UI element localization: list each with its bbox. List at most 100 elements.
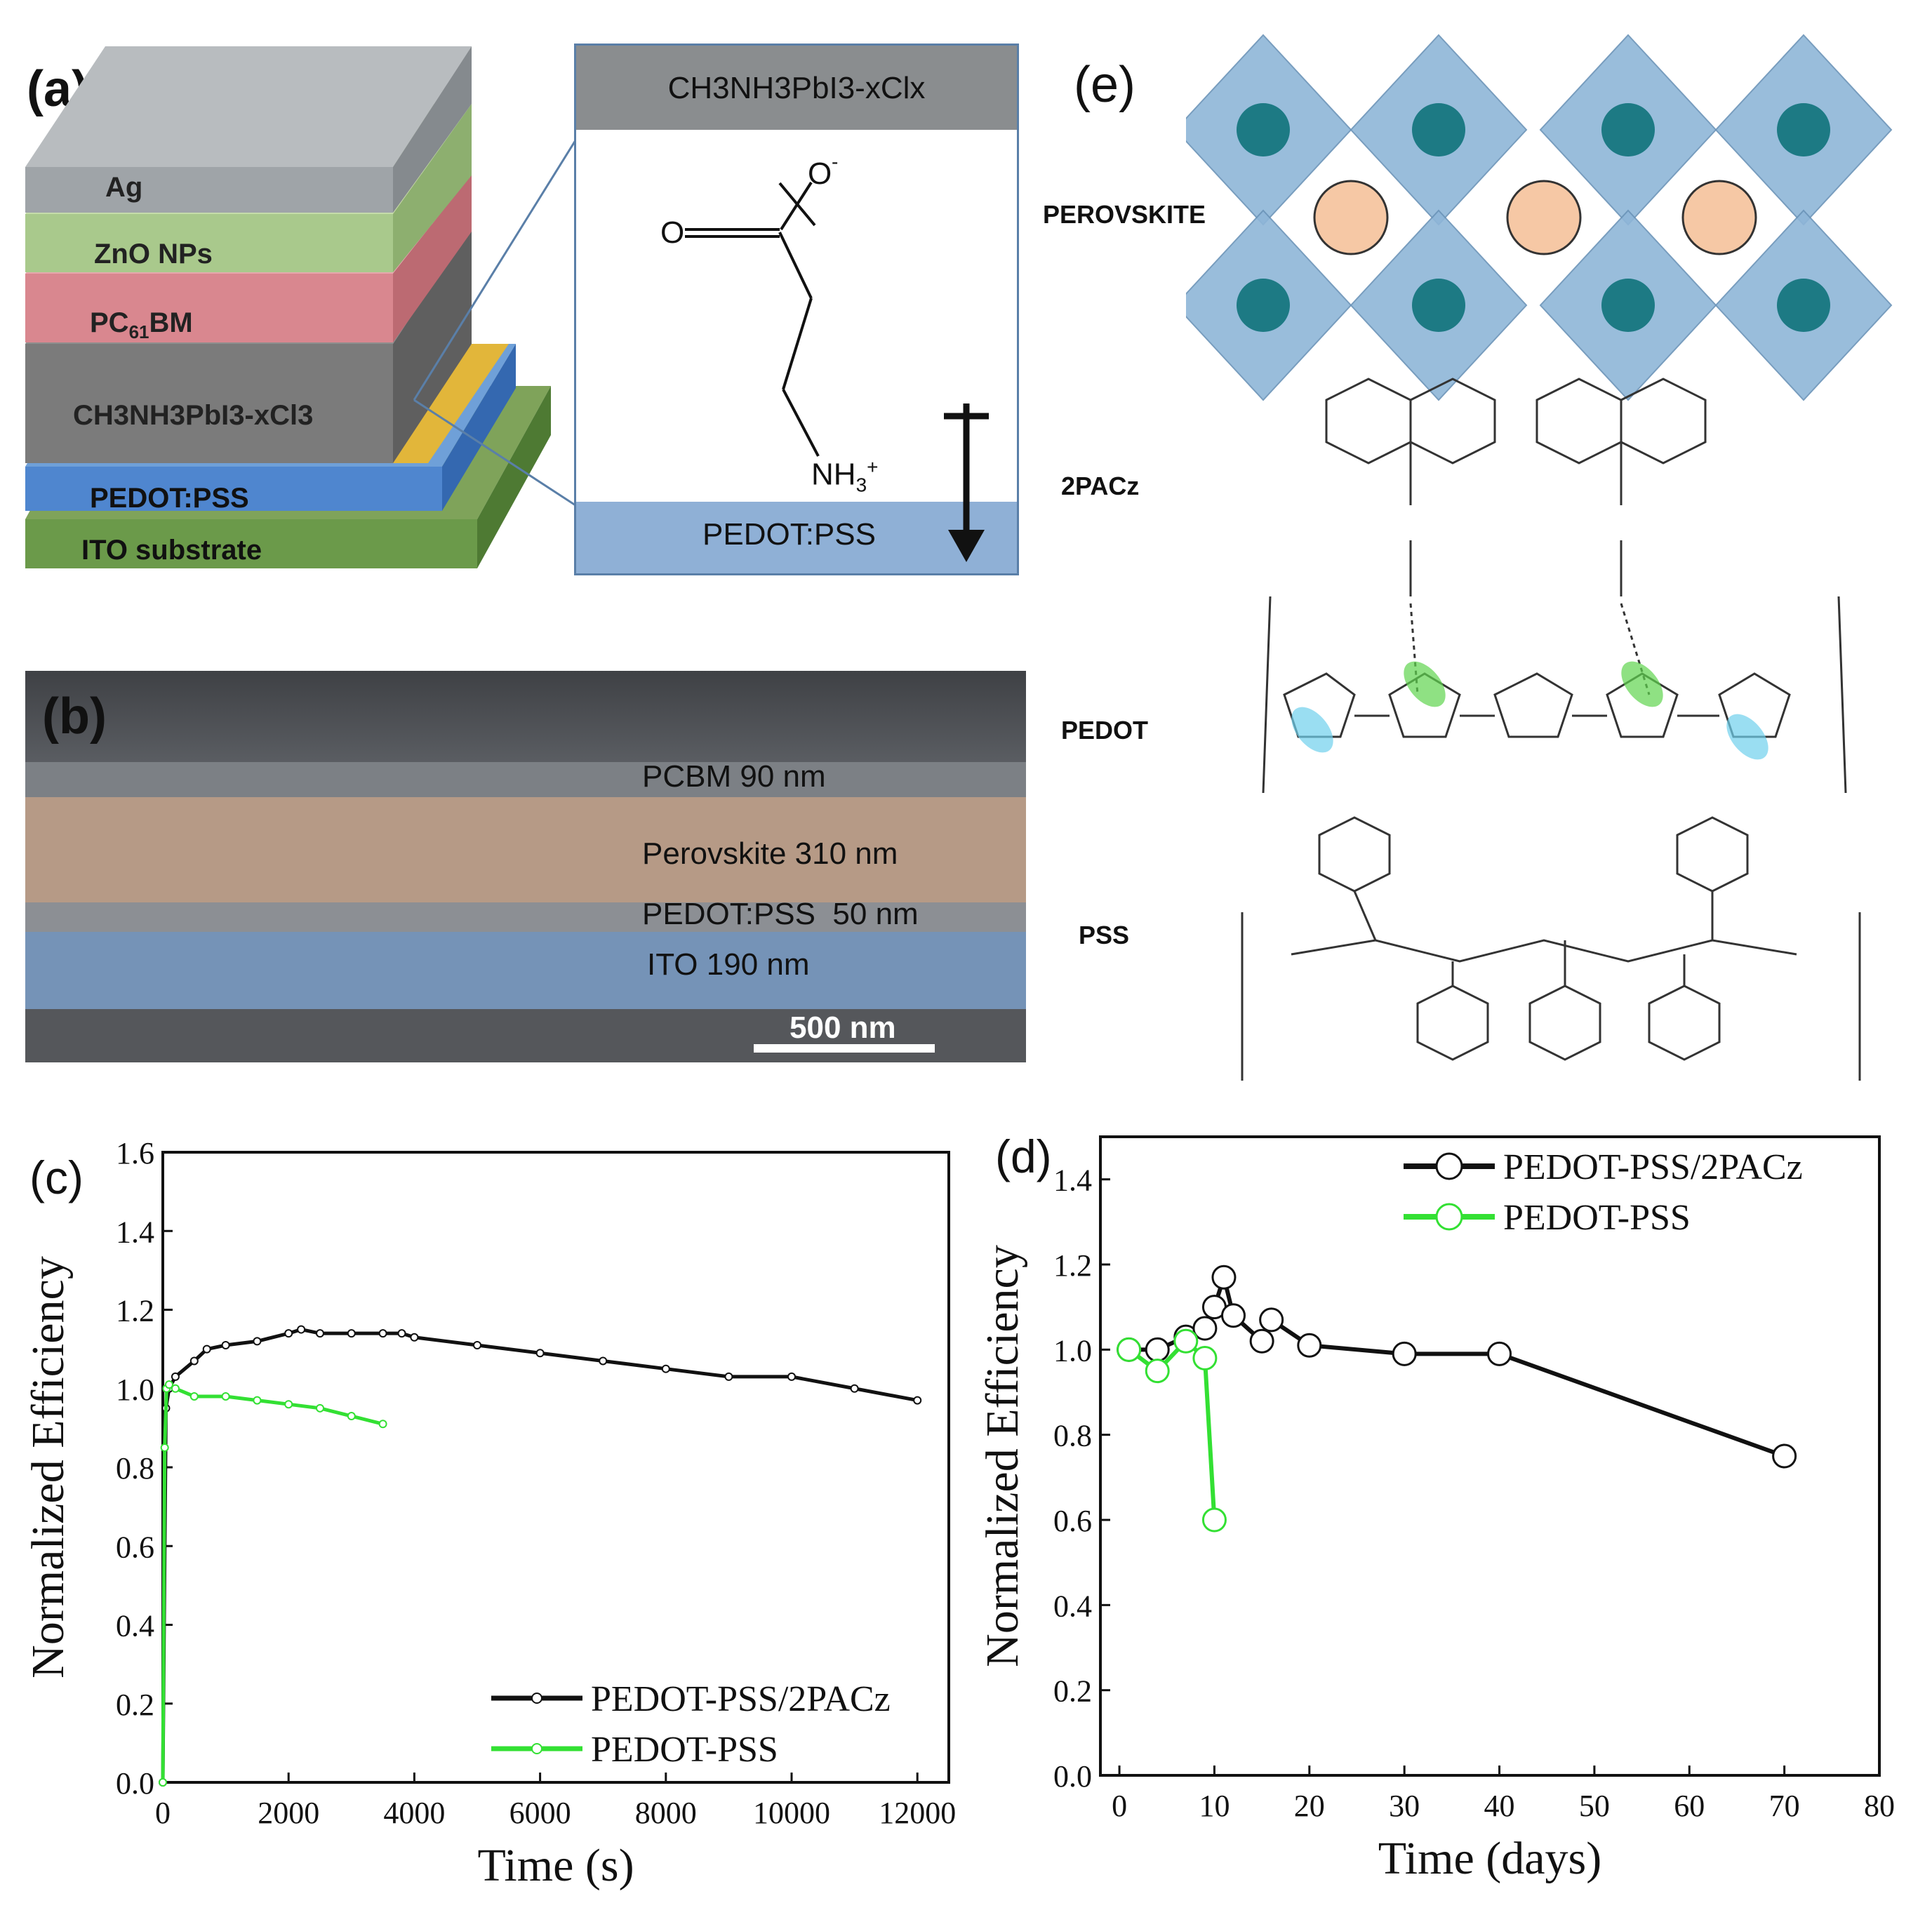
pedot-chain bbox=[1262, 596, 1847, 794]
y-tick-label: 0.8 bbox=[116, 1451, 154, 1486]
pcbm-tail: BM bbox=[149, 307, 193, 338]
x-tick-label: 70 bbox=[1769, 1789, 1800, 1823]
x-tick-label: 6000 bbox=[509, 1796, 571, 1830]
legend-label: PEDOT-PSS bbox=[591, 1730, 778, 1770]
pss-chain bbox=[1241, 816, 1861, 1081]
x-tick-label: 10 bbox=[1199, 1789, 1230, 1823]
lead-atom bbox=[1601, 279, 1655, 332]
data-point bbox=[316, 1329, 324, 1338]
mol-nh3: NH3+ bbox=[811, 456, 879, 496]
sem-pedot-layer bbox=[25, 902, 1026, 932]
data-point bbox=[1221, 1303, 1246, 1328]
data-point bbox=[221, 1392, 230, 1401]
data-point bbox=[599, 1356, 608, 1366]
layer-label-zno: ZnO NPs bbox=[94, 239, 213, 269]
y-tick-label: 0.0 bbox=[116, 1766, 154, 1801]
sem-scale-label: 500 nm bbox=[790, 1010, 896, 1045]
layer-label-pedot: PEDOT:PSS bbox=[90, 483, 249, 514]
data-point bbox=[160, 1443, 169, 1452]
sem-label-pedot: PEDOT:PSS 50 nm bbox=[642, 897, 919, 931]
inset-top-band bbox=[576, 46, 1017, 130]
plot-frame bbox=[1099, 1135, 1881, 1777]
interaction-ellipse-green bbox=[1621, 661, 1663, 707]
data-point bbox=[1772, 1443, 1797, 1469]
data-point bbox=[1117, 1337, 1142, 1362]
sem-label-perovskite: Perovskite 310 nm bbox=[642, 836, 898, 871]
y-tick-label: 1.2 bbox=[1053, 1248, 1092, 1283]
x-tick-label: 8000 bbox=[635, 1796, 697, 1830]
mol-o-minus-sign: - bbox=[832, 151, 839, 173]
y-tick-label: 1.4 bbox=[116, 1215, 154, 1249]
x-tick-label: 80 bbox=[1864, 1789, 1895, 1823]
mol-o: O bbox=[660, 215, 685, 250]
mol-nh-sup: + bbox=[867, 456, 879, 478]
cation-sphere bbox=[1681, 180, 1757, 255]
data-point bbox=[1487, 1341, 1512, 1366]
legend-marker bbox=[531, 1743, 542, 1754]
data-point bbox=[397, 1329, 406, 1338]
data-point bbox=[1259, 1307, 1284, 1333]
sem-substrate bbox=[25, 1009, 1026, 1062]
y-tick-label: 0.2 bbox=[116, 1688, 154, 1722]
data-point bbox=[347, 1412, 356, 1421]
y-tick-label: 1.0 bbox=[116, 1373, 154, 1407]
lead-atom bbox=[1777, 103, 1830, 156]
layer-label-pcbm: PC61BM bbox=[90, 307, 193, 343]
data-point bbox=[171, 1372, 180, 1381]
chemical-structure-diagram bbox=[1186, 34, 1893, 1081]
pcbm-sub: 61 bbox=[128, 321, 149, 342]
data-point bbox=[253, 1396, 262, 1405]
y-tick-label: 1.6 bbox=[116, 1136, 154, 1170]
connector-line bbox=[413, 399, 575, 507]
sem-label-pcbm: PCBM 90 nm bbox=[642, 759, 826, 794]
data-point bbox=[1145, 1359, 1170, 1384]
inset-top-label: CH3NH3PbI3-xClx bbox=[667, 71, 926, 105]
sem-top-dark bbox=[25, 671, 1026, 762]
2pacz-molecules bbox=[1325, 378, 1707, 695]
lead-atom bbox=[1777, 279, 1830, 332]
series-line-1 bbox=[161, 1382, 384, 1783]
layer-ag bbox=[25, 46, 472, 213]
data-point bbox=[1211, 1264, 1237, 1290]
x-tick-label: 40 bbox=[1484, 1789, 1515, 1823]
data-point bbox=[164, 1380, 173, 1389]
data-point bbox=[1297, 1333, 1322, 1358]
data-point bbox=[1201, 1507, 1227, 1533]
data-point bbox=[347, 1329, 356, 1338]
data-point bbox=[473, 1341, 481, 1350]
data-point bbox=[202, 1344, 211, 1354]
panel-label-c: (c) bbox=[29, 1152, 84, 1203]
data-point bbox=[850, 1384, 859, 1393]
legend-marker bbox=[531, 1693, 542, 1704]
x-tick-label: 60 bbox=[1674, 1789, 1705, 1823]
y-tick-label: 0.6 bbox=[1053, 1504, 1092, 1538]
data-point bbox=[1145, 1337, 1170, 1362]
series-line-0 bbox=[1128, 1269, 1785, 1458]
row-label-pss: PSS bbox=[1079, 921, 1130, 949]
mol-nh: NH bbox=[811, 457, 856, 492]
panel-label-b: (b) bbox=[42, 688, 107, 745]
y-axis-label: Normalized Efficiency bbox=[977, 1245, 1028, 1667]
data-point bbox=[221, 1341, 230, 1350]
y-tick-label: 0.4 bbox=[1053, 1589, 1092, 1623]
mol-nh-sub: 3 bbox=[855, 474, 867, 496]
y-tick-label: 1.0 bbox=[1053, 1333, 1092, 1368]
device-stack-diagram bbox=[25, 46, 575, 568]
data-point bbox=[1173, 1328, 1199, 1354]
legend-marker bbox=[1435, 1203, 1463, 1231]
data-point bbox=[1392, 1341, 1417, 1366]
data-point bbox=[189, 1356, 199, 1366]
x-tick-label: 50 bbox=[1579, 1789, 1610, 1823]
x-axis-label: Time (days) bbox=[1378, 1833, 1601, 1884]
lead-atom bbox=[1237, 103, 1290, 156]
layer-label-ag: Ag bbox=[105, 172, 143, 203]
interaction-ellipse-cyan bbox=[1291, 707, 1333, 753]
data-point bbox=[316, 1403, 324, 1413]
layer-label-perovskite: CH3NH3PbI3-xCl3 bbox=[73, 400, 314, 431]
x-tick-label: 0 bbox=[1112, 1789, 1127, 1823]
data-point bbox=[378, 1329, 387, 1338]
x-tick-label: 4000 bbox=[383, 1796, 445, 1830]
data-point bbox=[787, 1372, 796, 1381]
row-label-pedot: PEDOT bbox=[1061, 716, 1149, 745]
x-axis-label: Time (s) bbox=[477, 1840, 634, 1891]
